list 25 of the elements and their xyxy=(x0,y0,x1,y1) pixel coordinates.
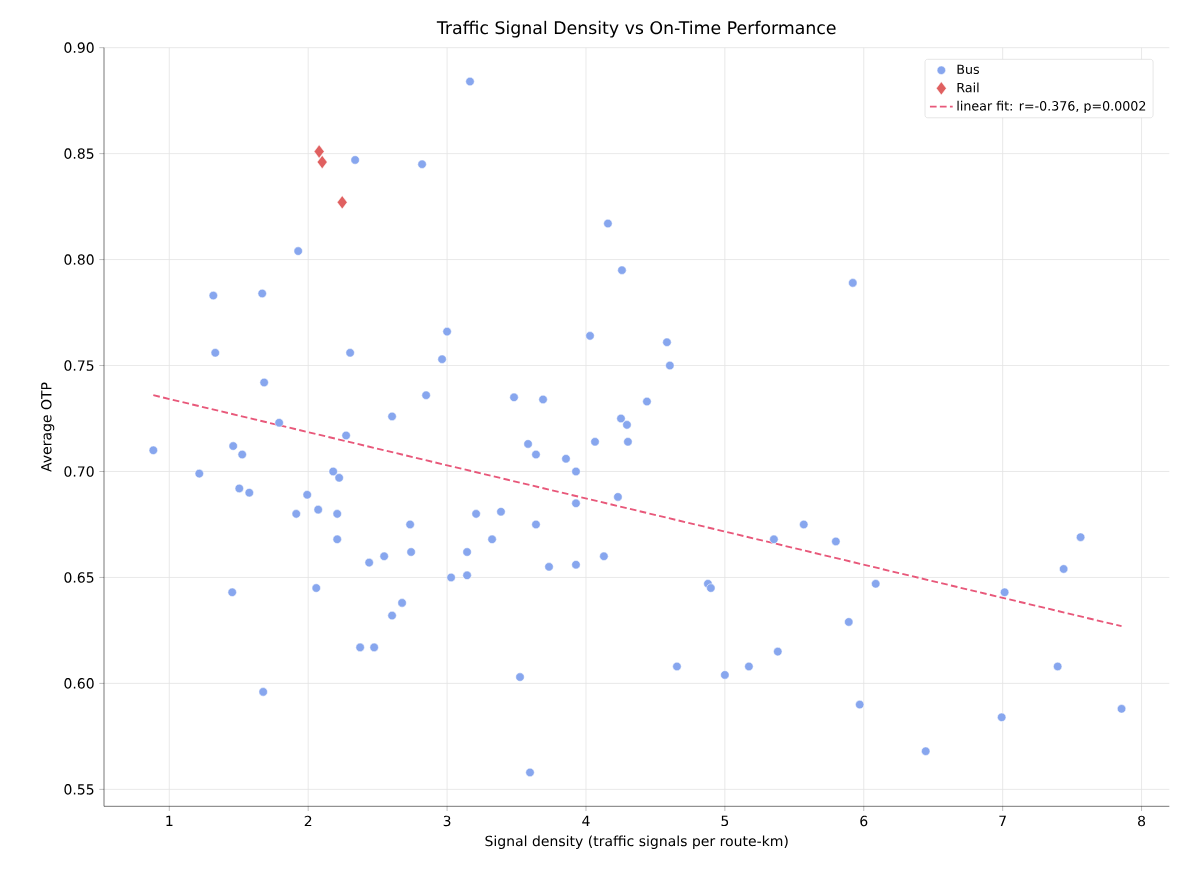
point xyxy=(313,144,325,159)
y-tick-label: 0.75 xyxy=(64,360,94,371)
legend-label: Rail xyxy=(957,82,979,93)
y-tick-label: 0.85 xyxy=(64,148,94,159)
x-tick-label: 1 xyxy=(166,815,173,826)
y-tick-label: 0.55 xyxy=(64,784,94,795)
x-tick-label: 7 xyxy=(999,815,1006,826)
y-axis-title: Average OTP xyxy=(41,382,55,472)
x-tick-label: 6 xyxy=(860,815,868,827)
y-tick-label: 0.60 xyxy=(64,678,94,689)
x-tick-label: 4 xyxy=(582,815,590,826)
x-tick-label: 2 xyxy=(304,815,312,827)
y-tick-label: 0.90 xyxy=(64,42,94,53)
x-tick-label: 5 xyxy=(721,815,729,827)
chart-title: Traffic Signal Density vs On-Time Performance xyxy=(436,20,836,38)
x-axis-title: Signal density (traffic signals per route-km) xyxy=(485,835,788,849)
y-tick-label: 0.80 xyxy=(64,254,94,265)
y-tick-label: 0.70 xyxy=(64,466,94,477)
point xyxy=(316,155,328,170)
legend-label: linear fit: r=-0.376, p=0.0002 xyxy=(957,100,1146,114)
legend-label: Bus xyxy=(957,64,979,75)
x-tick-label: 3 xyxy=(443,815,451,827)
y-tick-label: 0.65 xyxy=(64,572,94,583)
x-tick-label: 8 xyxy=(1138,815,1146,827)
point xyxy=(336,195,348,210)
